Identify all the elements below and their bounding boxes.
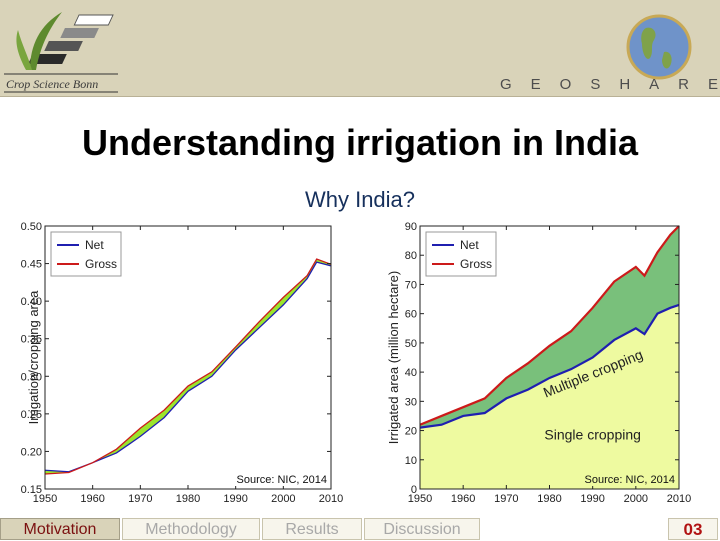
source-bg — [569, 470, 677, 486]
leaf-logo-icon — [4, 12, 118, 93]
y-axis-label: Irrigated area (million hectare) — [386, 271, 401, 444]
legend-box — [425, 231, 497, 277]
net-series-line — [419, 303, 680, 429]
source-bg — [221, 470, 329, 486]
x-tick-label: 1970 — [494, 493, 518, 505]
x-tick-label: 1990 — [223, 493, 247, 505]
y-tick-label: 20 — [405, 426, 417, 438]
gross-series-line — [44, 258, 332, 475]
x-tick-label: 1960 — [451, 493, 475, 505]
x-tick-label: 1980 — [176, 493, 200, 505]
slide-subtitle: Why India? — [304, 187, 416, 212]
single-cropping-area — [420, 304, 679, 489]
y-tick-label: 0.15 — [21, 484, 42, 496]
y-tick-label: 40 — [405, 367, 417, 379]
x-tick-label: 1970 — [128, 493, 152, 505]
nav-tab-discussion[interactable]: Discussion — [364, 518, 480, 540]
y-tick-label: 0 — [411, 484, 417, 496]
y-tick-label: 60 — [405, 309, 417, 321]
logo-text: Crop Science Bonn — [6, 77, 99, 91]
x-tick-label: 1950 — [33, 493, 57, 505]
legend-box — [50, 231, 122, 277]
slide-header: Crop Science Bonn GEOSHARE — [0, 0, 720, 97]
y-tick-label: 0.45 — [21, 259, 42, 271]
y-tick-label: 80 — [405, 250, 417, 262]
x-tick-label: 1980 — [537, 493, 561, 505]
y-tick-label: 0.20 — [21, 446, 42, 458]
crop-science-logo: Crop Science Bonn — [0, 0, 122, 96]
y-tick-label: 0.50 — [21, 221, 42, 233]
x-tick-label: 2010 — [667, 493, 691, 505]
x-tick-label: 1960 — [80, 493, 104, 505]
y-tick-label: 0.35 — [21, 334, 42, 346]
x-tick-label: 2000 — [271, 493, 295, 505]
y-tick-label: 10 — [405, 455, 417, 467]
legend-net-label: Net — [85, 238, 104, 252]
y-tick-label: 50 — [405, 338, 417, 350]
source-label: Source: NIC, 2014 — [237, 474, 328, 486]
nav-tab-results[interactable]: Results — [262, 518, 362, 540]
y-tick-label: 0.40 — [21, 296, 42, 308]
annotation-single-cropping: Single cropping — [544, 426, 641, 442]
legend-gross-label: Gross — [85, 257, 117, 271]
gross-series-line — [419, 225, 680, 426]
page-number: 03 — [668, 518, 718, 540]
x-tick-label: 1950 — [408, 493, 432, 505]
y-axis-label: Irrigation/cropping area — [26, 290, 41, 424]
x-tick-label: 2010 — [319, 493, 343, 505]
y-tick-label: 30 — [405, 396, 417, 408]
x-tick-label: 2000 — [624, 493, 648, 505]
slide-title: Understanding irrigation in India — [81, 122, 638, 163]
legend-gross-label: Gross — [460, 257, 492, 271]
nav-tab-motivation[interactable]: Motivation — [0, 518, 120, 540]
source-label: Source: NIC, 2014 — [585, 474, 676, 486]
x-tick-label: 1990 — [580, 493, 604, 505]
nav-tab-methodology[interactable]: Methodology — [122, 518, 260, 540]
geoshare-brand: GEOSHARE — [500, 76, 720, 93]
header-divider — [0, 96, 720, 97]
legend-net-label: Net — [460, 238, 479, 252]
y-tick-label: 0.25 — [21, 409, 42, 421]
y-tick-label: 90 — [405, 221, 417, 233]
y-tick-label: 0.30 — [21, 371, 42, 383]
y-tick-label: 70 — [405, 279, 417, 291]
globe-icon — [626, 14, 692, 80]
net-gross-band — [420, 226, 679, 428]
